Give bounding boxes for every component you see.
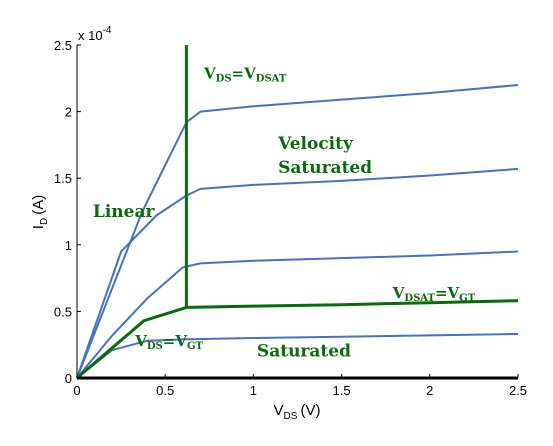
y-tick-label: 0 [65,371,72,386]
annotation-vdsat-vgt: VDSAT=VGT [392,284,476,304]
y-tick-label: 1 [65,238,72,253]
y-tick-label: 2 [65,105,72,120]
annotation-saturated-top: Saturated [278,158,372,178]
y-axis-label: ID(A) [30,195,50,229]
curve-1 [76,84,519,379]
saturation-boundary-curve [76,299,519,380]
x-tick-label: 2 [426,383,433,398]
annotation-velocity: Velocity [277,134,354,154]
y-tick-label: 2.5 [54,38,72,53]
x-tick-label: 2.5 [509,383,527,398]
x-tick-label: 1 [250,383,257,398]
x-tick-label: 0.5 [156,383,174,398]
annotation-saturated-bottom: Saturated [257,342,351,362]
axes-group: 0 0.5 1 1.5 2 2.5 0 0.5 1 1.5 2 2.5 [54,38,527,398]
x-tick-label: 0 [73,383,80,398]
curve-3 [76,250,519,379]
annotation-group: VDS=VDSAT Velocity Saturated Linear VDSAT=VG… [93,64,476,361]
y-axis-multiplier: x 10-4 [78,25,112,43]
curve-4 [76,333,519,379]
y-tick-label: 0.5 [54,304,72,319]
curve-2 [76,167,519,379]
annotation-linear: Linear [93,202,156,222]
x-axis-label: VDS (V) [274,402,321,422]
curve-group [76,45,519,380]
annotation-vds-vdsat: VDS=VDSAT [203,64,287,84]
y-tick-label: 1.5 [54,171,72,186]
x-tick-label: 1.5 [333,383,351,398]
annotation-vds-vgt: VDS=VGT [134,332,203,352]
